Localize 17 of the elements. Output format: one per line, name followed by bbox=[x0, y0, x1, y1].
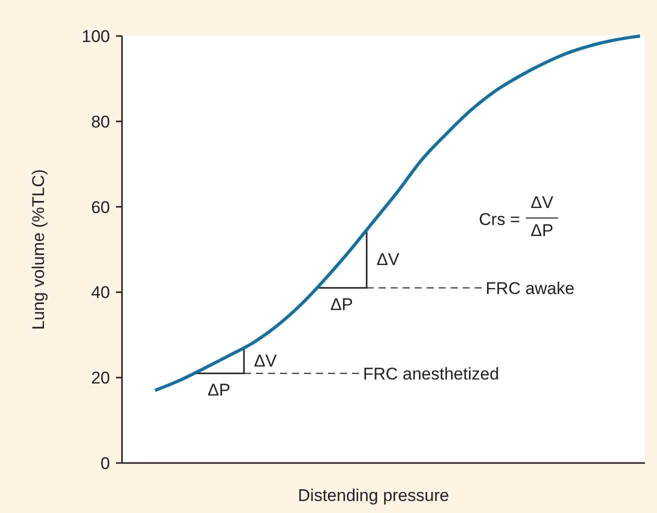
ref-line-label: FRC awake bbox=[486, 278, 574, 298]
y-tick-label: 40 bbox=[91, 283, 110, 302]
y-tick-label: 20 bbox=[91, 368, 110, 388]
annotation: ΔV bbox=[254, 351, 278, 370]
annotation: ΔV bbox=[530, 193, 554, 212]
y-tick-label: 100 bbox=[82, 26, 110, 46]
y-tick-label: 0 bbox=[100, 454, 110, 473]
annotation: ΔV bbox=[376, 250, 400, 269]
annotation: Crs = bbox=[478, 210, 520, 229]
annotation: ΔP bbox=[530, 221, 554, 240]
annotation: ΔP bbox=[208, 380, 230, 400]
y-tick-label: 80 bbox=[91, 112, 110, 132]
x-axis-title: Distending pressure bbox=[298, 486, 450, 505]
annotation: ΔP bbox=[330, 294, 354, 314]
y-tick-label: 60 bbox=[91, 198, 110, 217]
y-axis-title: Lung volume (%TLC) bbox=[29, 169, 48, 330]
ref-line-label: FRC anesthetized bbox=[362, 364, 500, 384]
